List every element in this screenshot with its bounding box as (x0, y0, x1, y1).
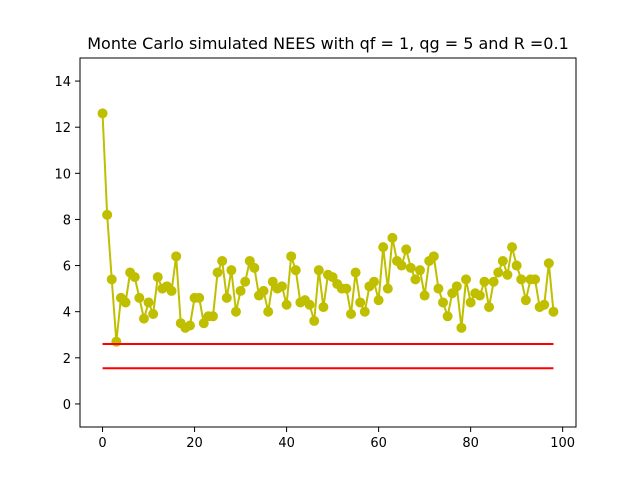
data-point (207, 311, 218, 322)
data-point (327, 272, 338, 283)
data-point (396, 260, 407, 271)
data-point (507, 242, 518, 253)
data-point (369, 276, 380, 287)
chart-title: Monte Carlo simulated NEES with qf = 1, … (87, 34, 569, 53)
data-point (120, 297, 131, 308)
data-point (240, 276, 251, 287)
data-point (382, 283, 393, 294)
data-point (106, 274, 117, 285)
data-point (548, 306, 559, 317)
data-point (286, 251, 297, 262)
data-point (451, 281, 462, 292)
data-point (442, 311, 453, 322)
plot-frame (79, 57, 577, 428)
data-point (461, 274, 472, 285)
data-point (134, 292, 145, 303)
data-point (184, 320, 195, 331)
data-point (309, 315, 320, 326)
y-tick-label: 0 (63, 398, 71, 413)
data-point (447, 288, 458, 299)
x-tick-label: 40 (278, 436, 295, 451)
data-point (438, 297, 449, 308)
data-point (502, 269, 513, 280)
data-point (378, 242, 389, 253)
data-point (359, 306, 370, 317)
data-point (543, 258, 554, 269)
axes: 0 20 40 60 80 100 0 2 4 6 8 10 12 14 (54, 57, 577, 451)
data-point (479, 276, 490, 287)
data-point (258, 285, 269, 296)
data-point (148, 308, 159, 319)
y-tick-label: 12 (54, 121, 71, 136)
data-point (350, 267, 361, 278)
data-point (410, 274, 421, 285)
data-point (267, 276, 278, 287)
y-tick-label: 8 (63, 213, 71, 228)
data-point (226, 265, 237, 276)
data-point (488, 276, 499, 287)
data-point (194, 292, 205, 303)
data-point (290, 265, 301, 276)
x-tick-label: 100 (550, 436, 575, 451)
data-point (401, 244, 412, 255)
data-point (373, 295, 384, 306)
data-point (198, 318, 209, 329)
data-point (102, 209, 113, 220)
data-point (530, 274, 541, 285)
data-point (387, 232, 398, 243)
data-point (520, 295, 531, 306)
data-point (276, 281, 287, 292)
data-point (166, 285, 177, 296)
data-point (516, 274, 527, 285)
data-point (129, 272, 140, 283)
data-point (230, 306, 241, 317)
data-point (428, 251, 439, 262)
data-point (138, 313, 149, 324)
y-tick-label: 4 (63, 306, 71, 321)
data-point (484, 302, 495, 313)
data-point (318, 302, 329, 313)
data-point (152, 272, 163, 283)
data-point (244, 255, 255, 266)
data-point (405, 262, 416, 273)
data-point (497, 255, 508, 266)
data-point (304, 299, 315, 310)
data-point (539, 299, 550, 310)
data-point (355, 297, 366, 308)
y-tick-label: 14 (54, 75, 71, 90)
x-tick-label: 20 (186, 436, 203, 451)
data-point (171, 251, 182, 262)
data-point (143, 297, 154, 308)
data-point (313, 265, 324, 276)
y-tick-label: 2 (63, 352, 71, 367)
data-point (511, 260, 522, 271)
data-point (281, 299, 292, 310)
y-tick-label: 10 (54, 167, 71, 182)
data-point (249, 262, 260, 273)
y-tick-label: 6 (63, 260, 71, 275)
data-point (415, 265, 426, 276)
plot-area (97, 108, 559, 370)
x-tick-label: 0 (98, 436, 106, 451)
data-point (217, 255, 228, 266)
data-point (419, 290, 430, 301)
data-point (493, 267, 504, 278)
data-point (346, 308, 357, 319)
data-point (97, 108, 108, 119)
data-point (465, 297, 476, 308)
data-point (221, 292, 232, 303)
data-point (235, 285, 246, 296)
x-tick-label: 60 (370, 436, 387, 451)
data-point (433, 283, 444, 294)
data-point (263, 306, 274, 317)
data-point (341, 283, 352, 294)
data-point (474, 290, 485, 301)
x-tick-label: 80 (462, 436, 479, 451)
data-point (456, 322, 467, 333)
data-point (212, 267, 223, 278)
